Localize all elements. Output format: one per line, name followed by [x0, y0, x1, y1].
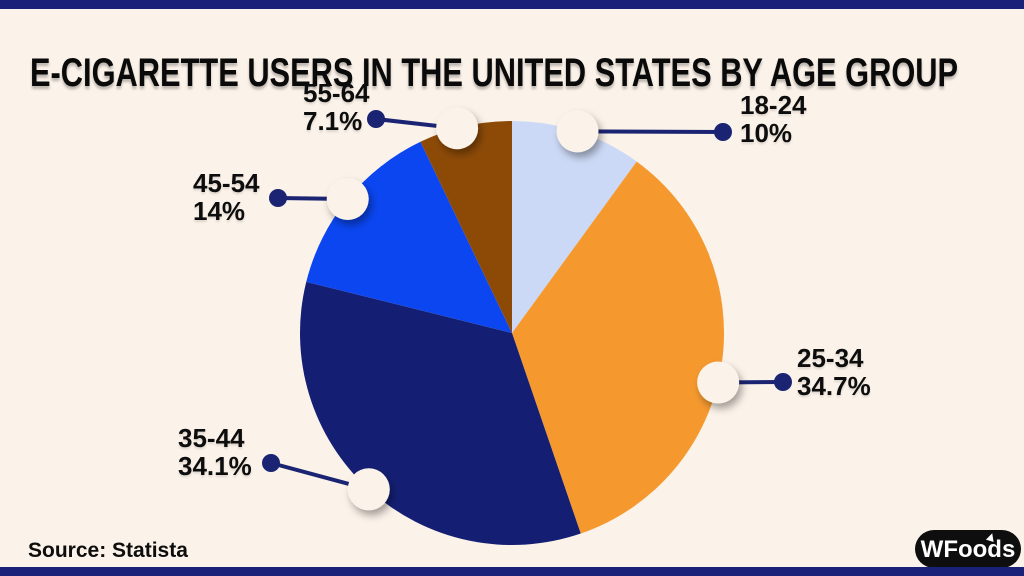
callout-label-55-64: 55-64 7.1% — [303, 79, 370, 135]
callout-label-35-44: 35-44 34.1% — [178, 424, 252, 480]
top-border-bar — [0, 0, 1024, 9]
callout-dot-18-24 — [714, 123, 732, 141]
pie-slice-25-34 — [512, 161, 724, 534]
pie-slice-18-24 — [512, 121, 637, 333]
percent-label: 14% — [193, 196, 246, 226]
source-attribution: Source: Statista — [28, 539, 188, 562]
percent-label: 7.1% — [303, 106, 363, 136]
brand-logo-text: WFoods — [920, 536, 1016, 563]
callout-dot-55-64 — [367, 110, 385, 128]
callout-label-25-34: 25-34 34.7% — [797, 344, 871, 400]
rim-marker-45-54 — [326, 178, 369, 221]
age-range-label: 55-64 — [303, 78, 370, 108]
age-range-label: 45-54 — [193, 168, 260, 198]
rim-marker-35-44 — [347, 468, 390, 511]
chart-title: E-CIGARETTE USERS IN THE UNITED STATES B… — [30, 50, 959, 95]
callout-dot-45-54 — [269, 189, 287, 207]
callout-label-45-54: 45-54 14% — [193, 169, 260, 225]
age-range-label: 35-44 — [178, 423, 245, 453]
percent-label: 10% — [740, 118, 793, 148]
brand-logo: WFoods — [915, 530, 1021, 568]
pie-slice-55-64 — [420, 121, 512, 333]
age-range-label: 25-34 — [797, 343, 864, 373]
callout-dot-25-34 — [774, 373, 792, 391]
age-range-label: 18-24 — [740, 90, 807, 120]
percent-label: 34.1% — [178, 451, 252, 481]
rim-marker-25-34 — [697, 361, 740, 404]
rim-marker-55-64 — [436, 107, 479, 150]
rim-marker-18-24 — [556, 110, 599, 153]
callout-line-18-24 — [577, 129, 724, 134]
callout-dot-35-44 — [262, 454, 280, 472]
percent-label: 34.7% — [797, 371, 871, 401]
bottom-border-bar — [0, 567, 1024, 576]
callout-label-18-24: 18-24 10% — [740, 91, 807, 147]
